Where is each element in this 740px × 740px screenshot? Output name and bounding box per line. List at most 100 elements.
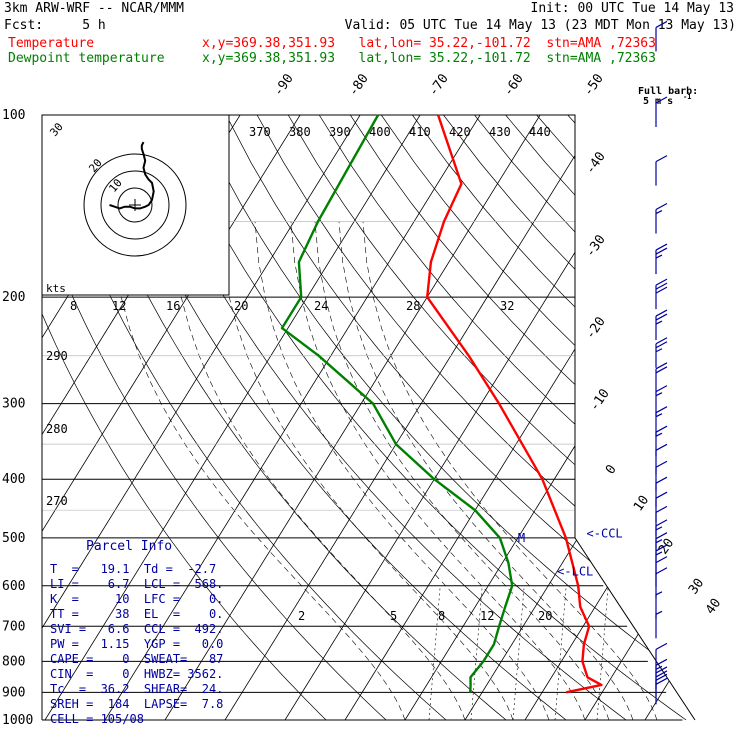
parcel-row: CELL = 105/08 [50,712,144,726]
parcel-row: SREH = 184 LAPSE= 7.8 [50,697,224,711]
mixing-ratio-label: 12 [112,299,126,313]
theta-e-label: 380 [289,125,311,139]
wind-barb [655,385,668,416]
mixing-ratio-label: 5 [390,609,397,623]
moist-adiabat-line [314,221,610,720]
pressure-label: 300 [2,397,25,412]
pressure-label: 500 [2,531,25,546]
wind-barb [655,460,668,492]
profile-annotation: <-LCL [557,564,593,578]
pressure-label: 400 [2,472,25,487]
isotherm-label: -80 [346,71,372,99]
isotherm-label: -60 [501,71,527,99]
pressure-label: 100 [2,108,25,123]
dry-adiabat-line [381,115,695,720]
theta-e-label: 400 [369,125,391,139]
parcel-row: CIN = 0 HWBZ= 3562. [50,667,224,681]
wind-barb [655,443,668,475]
mixing-ratio-label: 8 [438,609,445,623]
wind-barb [655,309,668,341]
dry-adiabat-label: 290 [46,349,68,363]
dry-adiabat-line [660,115,695,720]
header-init: Init: 00 UTC Tue 14 May 13 [530,1,735,16]
wind-barb [655,243,668,275]
wind-barb [655,203,668,234]
parcel-row: LI = 6.7 LCL = 568. [50,577,224,591]
wind-barb [655,425,668,457]
moist-adiabat-line [362,221,658,720]
parcel-info-title: Parcel Info [86,539,173,554]
mixing-ratio-label: 8 [70,299,77,313]
isotherm-label: -90 [271,71,297,99]
wind-barb [655,278,668,310]
isotherm-line [284,115,661,720]
mixing-ratio-label: 20 [234,299,248,313]
wind-barb [655,96,668,127]
mixing-ratio-label: 28 [406,299,420,313]
isotherm-label: -70 [426,71,452,99]
isotherm-line [104,115,481,720]
isotherm-line [705,115,740,720]
wind-barb [655,476,668,508]
dewpoint-profile [280,114,514,693]
mixing-ratio-line [512,585,525,720]
hodograph-ring [83,153,187,257]
parcel-info-box: Parcel Info T = 19.1 Td = -2.7 LI = 6.7 … [42,537,232,727]
isotherm-line [42,115,361,720]
dry-adiabat-line [318,115,695,720]
hodograph-trace [109,141,155,210]
hodograph-unit-label: kts [46,282,66,295]
isotherm-label: 10 [631,493,652,514]
theta-e-label: 420 [449,125,471,139]
legend-dewpoint-label: Dewpoint temperature [8,51,165,66]
mixing-ratio-label: 12 [480,609,494,623]
mixing-ratio-line [470,585,483,720]
wind-barb [655,406,668,437]
pressure-label: 800 [2,654,25,669]
parcel-row: K = 10 LFC = 0. [50,592,224,606]
theta-e-label: 430 [489,125,511,139]
dry-adiabat-line [443,115,695,720]
isotherm-label: 30 [686,576,707,597]
dry-adiabat-line [598,115,695,720]
dry-adiabat-line [474,115,695,720]
isotherm-line [44,115,421,720]
header-line1-left: 3km ARW-WRF -- NCAR/MMM [4,1,185,16]
isotherm-line [42,115,301,720]
isotherm-label: -40 [583,149,609,177]
header-valid: Valid: 05 UTC Tue 14 May 13 (23 MDT Mon … [344,18,736,33]
dry-adiabat-line [287,115,695,720]
dry-adiabat-line [629,115,695,720]
parcel-row: CAPE = 0 SWEAT= 87 [50,652,224,666]
dry-adiabat-label: 270 [46,494,68,508]
legend-temperature-label: Temperature [8,36,95,51]
moist-adiabat-line [218,221,514,720]
profile-annotation: M [518,531,525,545]
profile-annotation: <-CCL [587,527,623,541]
parcel-row: TT = 38 EL = 0. [50,607,224,621]
wind-barb [655,673,668,705]
pressure-label: 700 [2,619,25,634]
theta-e-label: 370 [249,125,271,139]
wind-barb [655,567,668,598]
mixing-ratio-line [596,585,609,720]
parcel-row: Tc = 36.2 SHEAR= 24. [50,682,224,696]
hodograph-ring [117,187,153,223]
isotherm-label: -30 [583,232,609,260]
isotherm-label: 0 [603,462,620,477]
isotherm-line [224,115,601,720]
dry-adiabat-line [350,115,695,720]
parcel-row: PW = 1.15 YGP = 0.0 [50,637,224,651]
parcel-row: T = 19.1 Td = -2.7 [50,562,217,576]
mixing-ratio-label: 16 [166,299,180,313]
wind-barb [655,155,668,186]
wind-barb [655,362,668,393]
isotherm-line [644,115,695,720]
moist-adiabat-line [290,221,586,720]
theta-e-label: 440 [529,125,551,139]
pressure-label: 900 [2,685,25,700]
full-barb-label: -1 [683,93,691,101]
pressure-label: 200 [2,290,25,305]
theta-e-label: 390 [329,125,351,139]
